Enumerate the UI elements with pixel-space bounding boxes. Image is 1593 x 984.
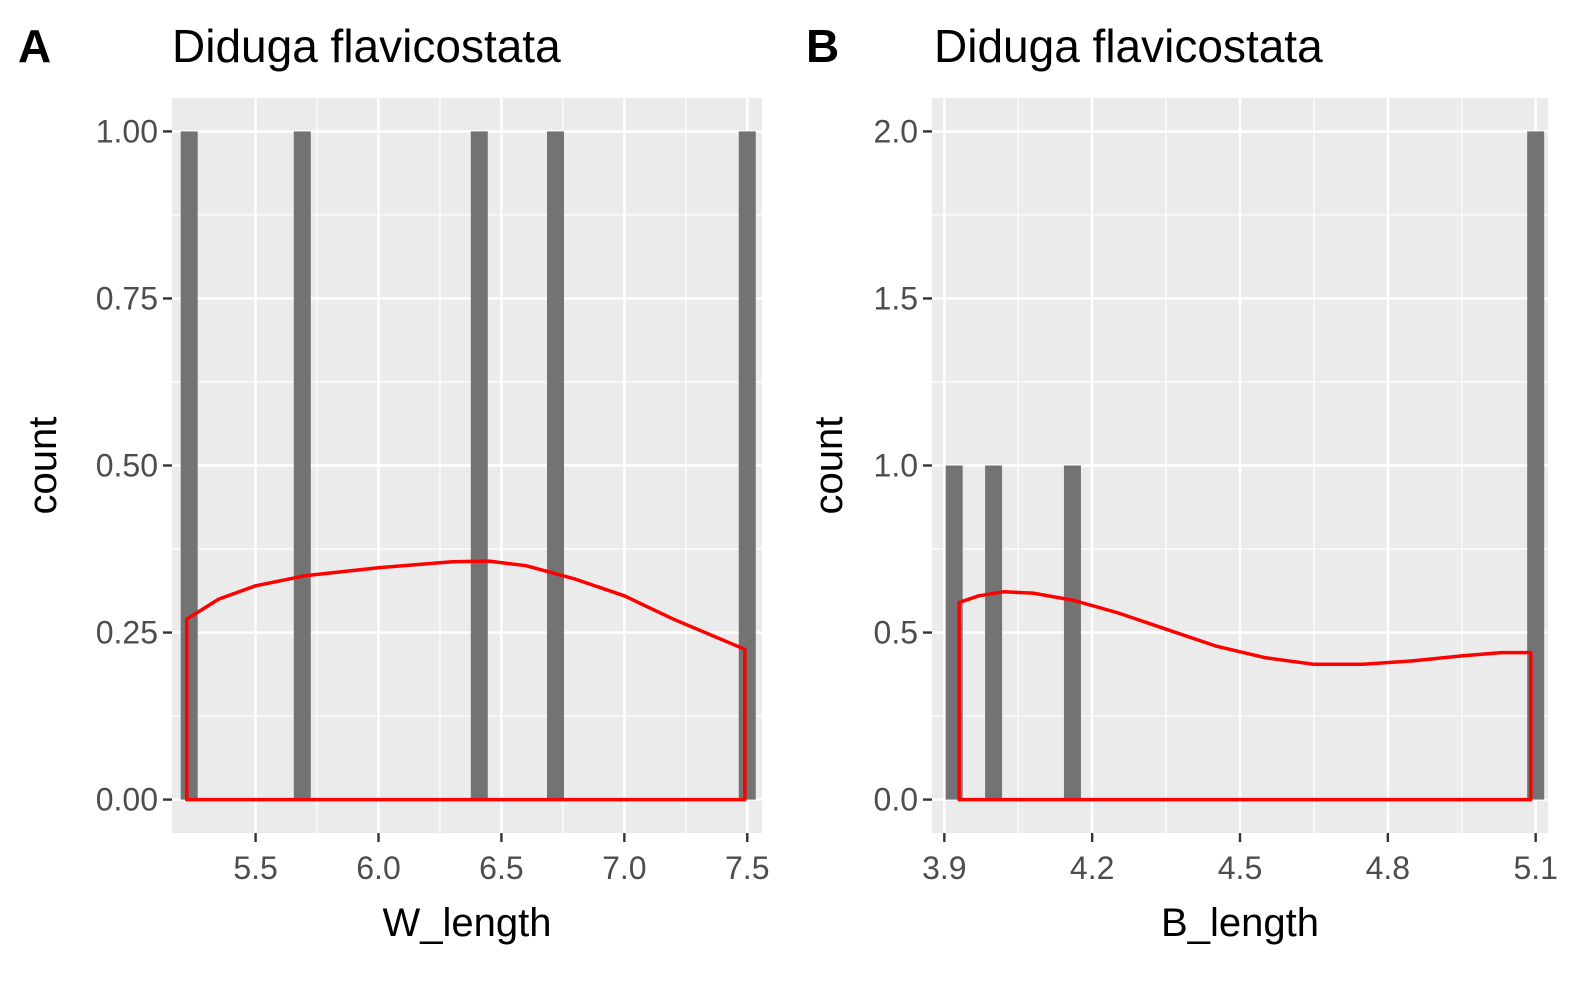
panel-a: 0.00 0.25 0.50 0.75 1.00 5.5 6.0 6.5 7.0 7.5 W_len… <box>18 20 769 945</box>
x-tick-label: 4.8 <box>1366 850 1410 886</box>
histogram-bar <box>738 131 756 800</box>
y-tick-label: 0.00 <box>96 782 158 818</box>
chart-title: Diduga flavicostata <box>934 20 1323 72</box>
y-tick-label: 0.75 <box>96 280 158 316</box>
y-axis-title: count <box>807 417 851 515</box>
x-tick-label: 7.5 <box>725 850 769 886</box>
y-tick-label: 2.0 <box>874 113 918 149</box>
x-tick-label: 7.0 <box>602 850 646 886</box>
histogram-bar <box>293 131 311 800</box>
panel-tag: A <box>18 20 51 72</box>
x-tick-label: 6.5 <box>479 850 523 886</box>
y-tick-label: 1.00 <box>96 113 158 149</box>
histogram-bar <box>547 131 564 800</box>
y-tick-label: 1.5 <box>874 280 918 316</box>
y-tick-label: 1.0 <box>874 448 918 484</box>
x-tick-label: 4.2 <box>1070 850 1114 886</box>
histogram-bar <box>180 131 198 800</box>
x-tick-label: 5.5 <box>233 850 277 886</box>
x-tick-label: 6.0 <box>356 850 400 886</box>
histogram-bar <box>1063 465 1081 800</box>
panel-b: 0.0 0.5 1.0 1.5 2.0 3.9 4.2 4.5 4.8 5.1 B_length co… <box>806 20 1558 945</box>
density-curve <box>184 559 747 802</box>
histogram-bar <box>470 131 488 800</box>
panel-tag: B <box>806 20 839 72</box>
y-tick-label: 0.50 <box>96 448 158 484</box>
histogram-bar <box>1527 131 1545 800</box>
chart-title: Diduga flavicostata <box>172 20 561 72</box>
x-tick-label: 4.5 <box>1218 850 1262 886</box>
y-tick-label: 0.25 <box>96 615 158 651</box>
x-axis-title: W_length <box>383 901 552 945</box>
x-tick-label: 3.9 <box>922 850 966 886</box>
y-tick-label: 0.0 <box>874 782 918 818</box>
density-curve <box>957 590 1533 802</box>
y-tick-label: 0.5 <box>874 615 918 651</box>
x-axis-title: B_length <box>1161 901 1319 945</box>
x-tick-label: 5.1 <box>1513 850 1557 886</box>
histogram-bar <box>985 465 1003 800</box>
y-axis-title: count <box>21 417 65 515</box>
